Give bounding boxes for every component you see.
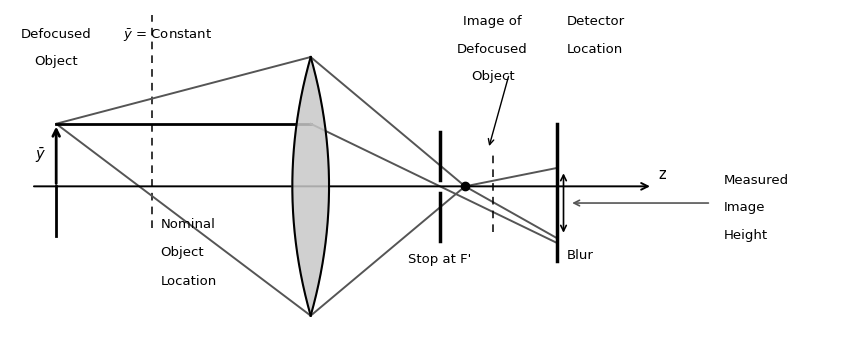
Text: Stop at F': Stop at F' <box>409 253 472 266</box>
Text: $\bar{y}$ = Constant: $\bar{y}$ = Constant <box>123 28 212 44</box>
Text: Image: Image <box>723 201 765 214</box>
Text: Object: Object <box>34 54 78 68</box>
Text: Detector: Detector <box>567 15 625 28</box>
Text: Location: Location <box>161 275 217 288</box>
Text: Blur: Blur <box>567 249 593 262</box>
Text: Nominal: Nominal <box>161 218 215 231</box>
Text: Defocused: Defocused <box>457 43 528 56</box>
Text: Height: Height <box>723 229 768 242</box>
Text: Object: Object <box>471 70 515 83</box>
Text: $\bar{y}$: $\bar{y}$ <box>35 146 46 164</box>
Text: Defocused: Defocused <box>21 28 91 41</box>
Text: Measured: Measured <box>723 174 789 187</box>
Text: Image of: Image of <box>463 15 522 28</box>
Text: Location: Location <box>567 43 623 56</box>
Text: Object: Object <box>161 246 204 260</box>
Polygon shape <box>292 57 329 316</box>
Text: z: z <box>658 167 666 182</box>
